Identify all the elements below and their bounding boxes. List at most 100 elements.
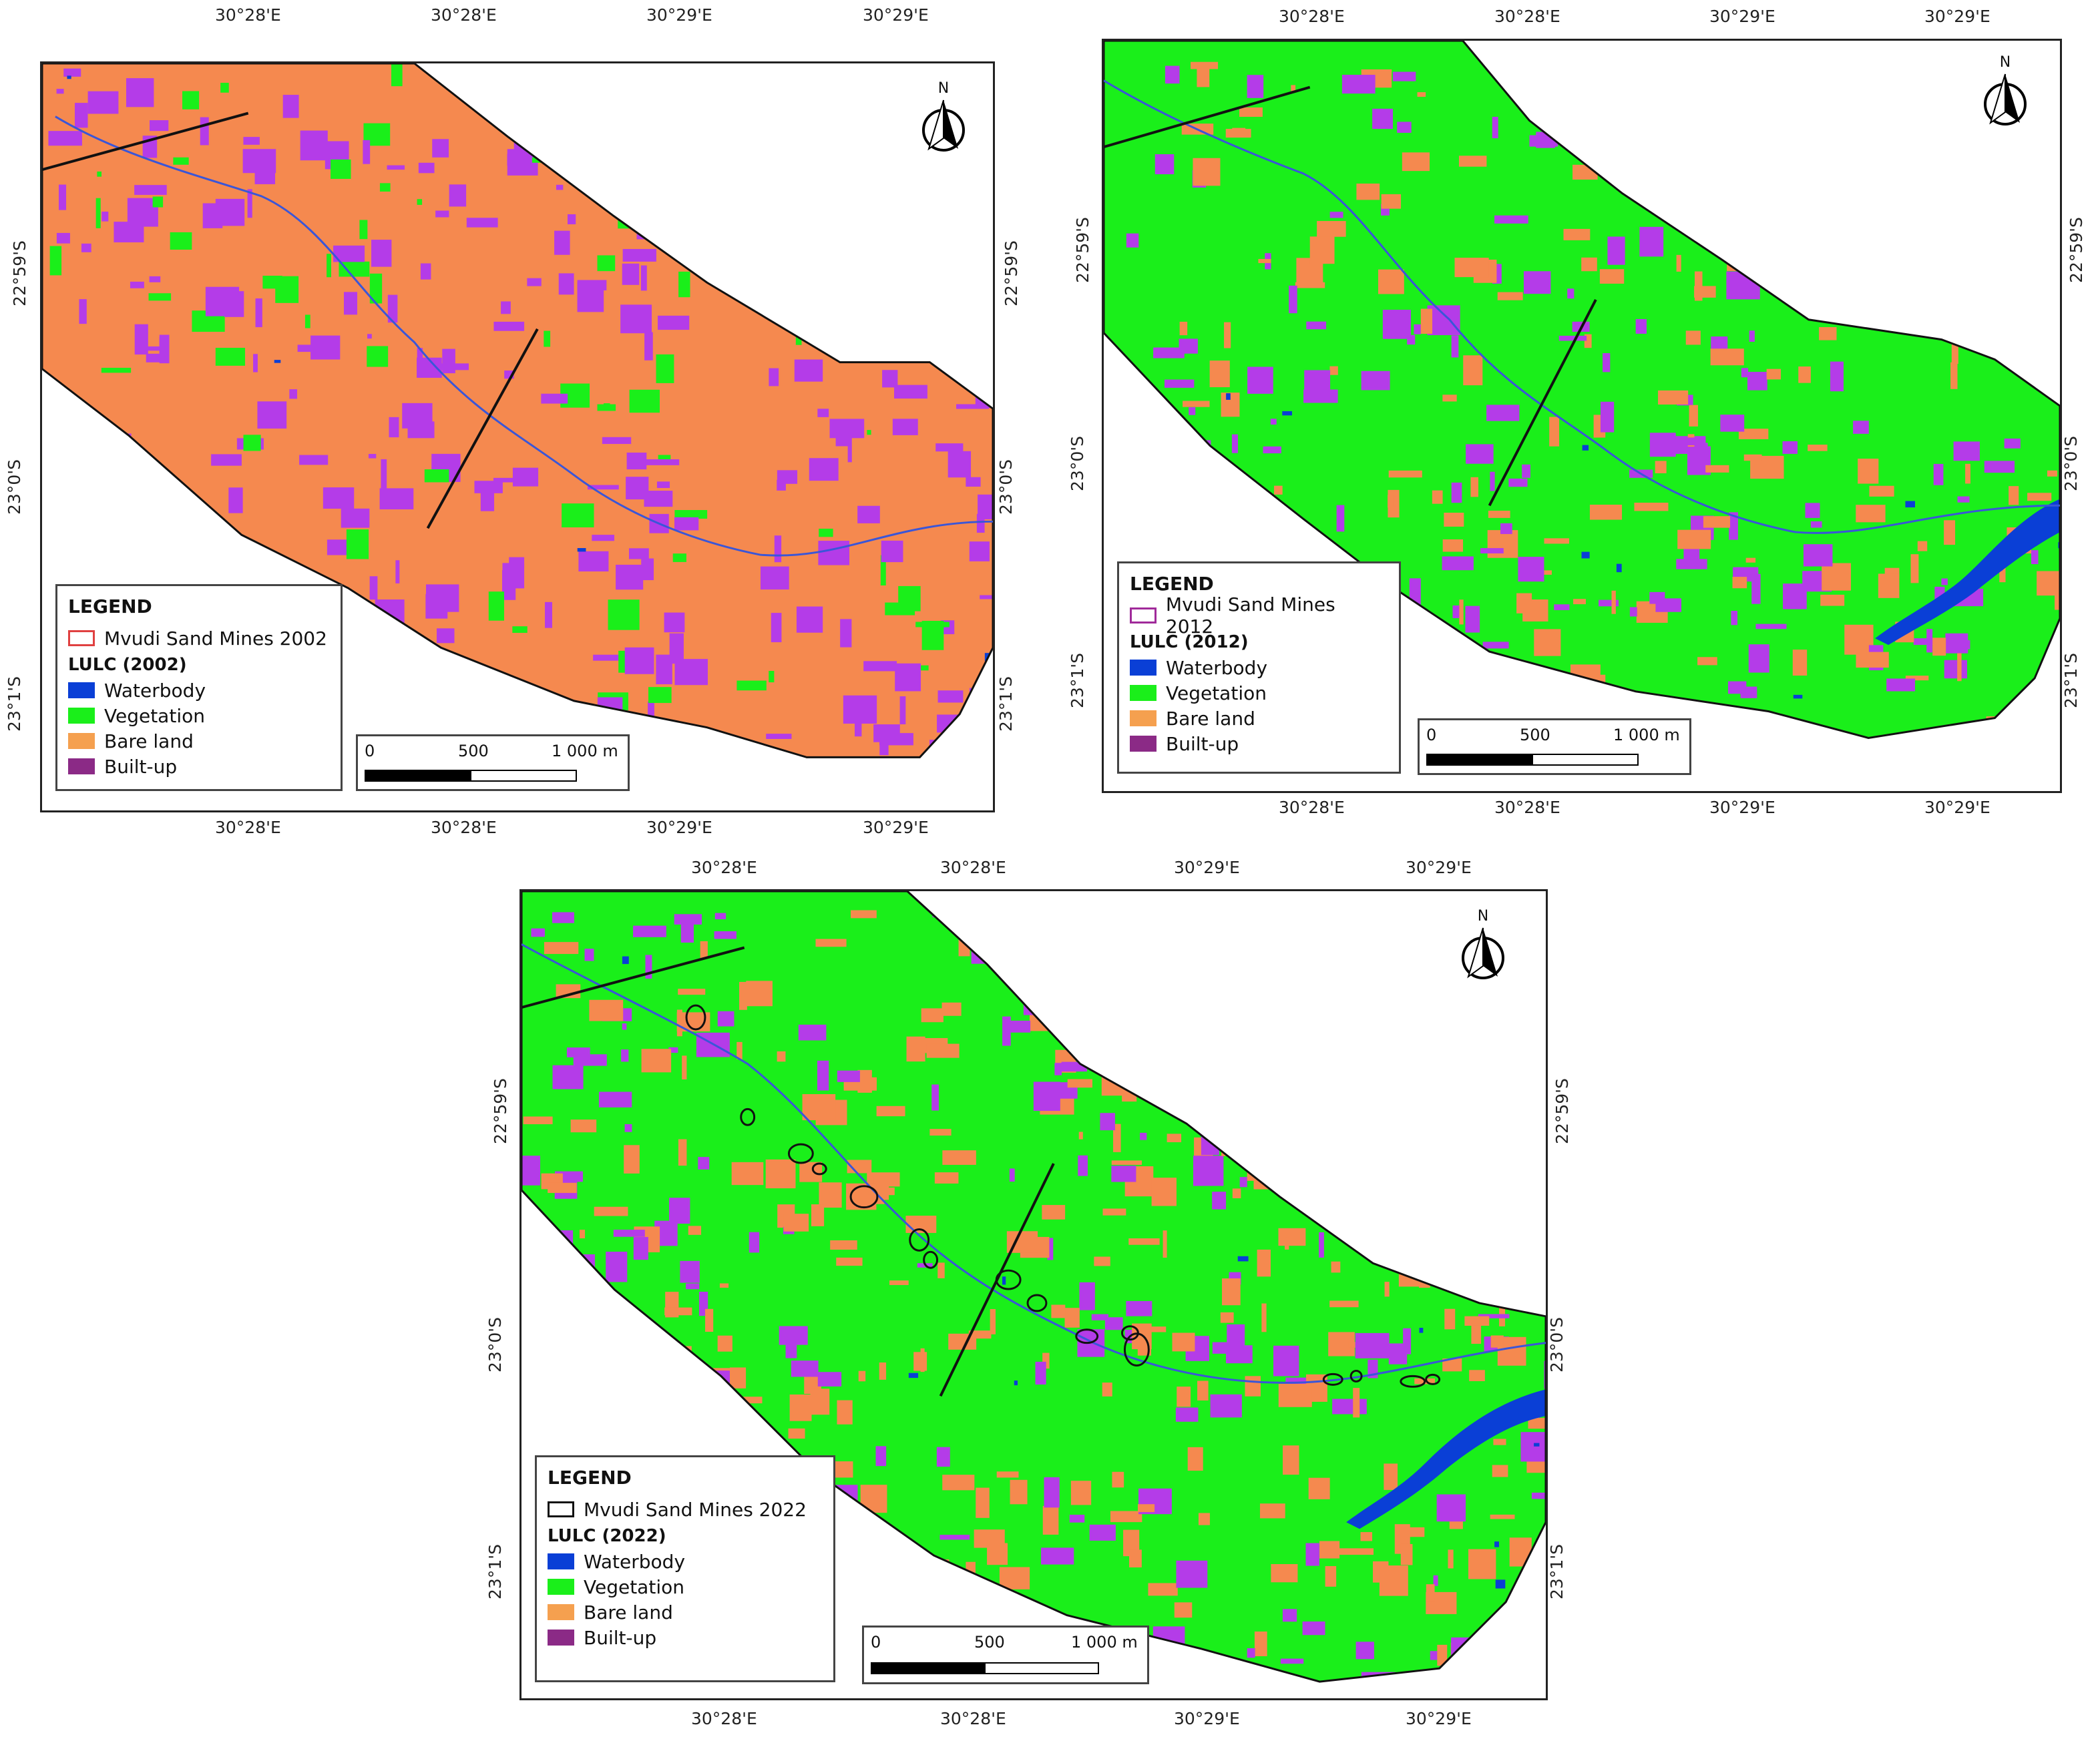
lulc-patch <box>1215 1124 1240 1148</box>
legend-class-row: Vegetation <box>548 1574 823 1599</box>
lulc-patch <box>1367 1053 1390 1073</box>
lulc-patch <box>126 78 154 107</box>
lulc-patch <box>1304 370 1331 390</box>
lulc-patch <box>2037 272 2060 288</box>
lulc-patch <box>200 117 209 146</box>
lulc-patch <box>593 654 619 661</box>
lulc-patch <box>1000 897 1026 924</box>
lulc-patch <box>1370 1131 1391 1138</box>
scale-label: 500 <box>974 1633 1005 1652</box>
lulc-patch <box>664 1307 692 1316</box>
vegetation-swatch <box>68 708 95 724</box>
lulc-patch <box>1448 1549 1454 1569</box>
lulc-patch <box>1259 1672 1277 1682</box>
lulc-patch <box>969 688 993 706</box>
lulc-patch <box>1041 1547 1074 1565</box>
bottom-tick: 30°29'E <box>1924 798 1990 817</box>
lulc-patch <box>674 659 708 686</box>
lulc-patch <box>1280 1658 1304 1664</box>
lulc-patch <box>794 359 823 382</box>
lulc-patch <box>598 1091 632 1107</box>
lulc-patch <box>1179 321 1188 336</box>
lulc-patch <box>1010 1479 1028 1505</box>
left-tick: 23°1'S <box>1067 653 1087 708</box>
lulc-patch <box>1508 478 1528 487</box>
bare-land-swatch <box>1130 710 1157 726</box>
lulc-patch <box>656 654 672 685</box>
lulc-patch <box>830 1240 857 1250</box>
lulc-patch <box>942 1475 975 1491</box>
lulc-patch <box>786 108 804 118</box>
lulc-patch <box>1442 395 1457 402</box>
lulc-patch <box>1983 181 1991 206</box>
lulc-patch <box>640 265 647 291</box>
lulc-patch <box>1926 629 1933 653</box>
lulc-patch <box>668 1047 678 1053</box>
lulc-patch <box>1274 485 1283 495</box>
lulc-patch <box>713 182 731 188</box>
lulc-patch <box>1492 1130 1522 1145</box>
scale-bar-white <box>1532 754 1639 766</box>
lulc-patch <box>1676 254 1681 272</box>
lulc-patch <box>367 346 389 367</box>
lulc-patch <box>1381 194 1402 209</box>
lulc-patch <box>1212 1192 1227 1210</box>
lulc-patch <box>633 925 666 937</box>
lulc-patch <box>851 804 856 810</box>
lulc-patch <box>1012 950 1016 976</box>
lulc-patch <box>766 734 792 739</box>
lulc-patch <box>1175 1407 1199 1422</box>
lulc-patch <box>1898 87 1921 103</box>
lulc-patch <box>1247 75 1264 98</box>
lulc-patch <box>1382 1168 1399 1192</box>
lulc-patch <box>1493 1439 1506 1445</box>
lulc-patch <box>932 903 962 918</box>
lulc-patch <box>417 348 423 371</box>
lulc-patch <box>597 404 616 411</box>
lulc-patch <box>1451 335 1459 358</box>
lulc-patch <box>1261 1148 1291 1171</box>
lulc-patch <box>1325 1067 1352 1081</box>
class-label: Vegetation <box>1166 682 1267 704</box>
lulc-patch <box>205 286 240 316</box>
mines-label: Mvudi Sand Mines 2012 <box>1165 593 1335 638</box>
lulc-patch <box>824 105 859 117</box>
lulc-patch <box>658 315 690 330</box>
lulc-patch <box>1183 401 1210 407</box>
lulc-patch <box>966 477 981 487</box>
lulc-patch <box>828 294 835 302</box>
lulc-patch <box>1524 1691 1528 1698</box>
lulc-patch <box>664 612 685 633</box>
mines-swatch <box>548 1501 574 1517</box>
lulc-patch <box>1766 368 1781 380</box>
lulc-patch <box>1462 1690 1494 1698</box>
lulc-patch <box>976 513 985 533</box>
lulc-patch <box>2037 119 2060 126</box>
lulc-patch <box>956 404 989 409</box>
lulc-map-2022 <box>521 891 1546 1698</box>
lulc-patch <box>1341 75 1376 94</box>
scale-label: 0 <box>365 742 375 760</box>
lulc-patch <box>1384 1463 1398 1490</box>
lulc-patch <box>304 314 310 328</box>
lulc-patch <box>1437 1644 1448 1666</box>
lulc-patch <box>79 299 87 324</box>
waterbody-patch <box>1419 1328 1424 1333</box>
lulc-title: LULC (2022) <box>548 1526 666 1546</box>
lulc-patch <box>800 75 830 95</box>
waterbody-patch <box>1346 1389 1546 1529</box>
lulc-patch <box>648 687 672 704</box>
lulc-patch <box>1791 92 1818 109</box>
lulc-patch <box>760 566 789 590</box>
lulc-patch <box>1639 226 1664 257</box>
lulc-patch <box>1556 95 1579 101</box>
lulc-patch <box>678 271 690 298</box>
lulc-patch <box>474 481 503 493</box>
lulc-patch <box>958 927 970 957</box>
lulc-patch <box>1176 914 1209 933</box>
lulc-patch <box>881 91 905 121</box>
lulc-patch <box>894 385 927 399</box>
lulc-patch <box>243 435 261 451</box>
lulc-patch <box>1191 496 1207 521</box>
lulc-patch <box>289 389 297 399</box>
